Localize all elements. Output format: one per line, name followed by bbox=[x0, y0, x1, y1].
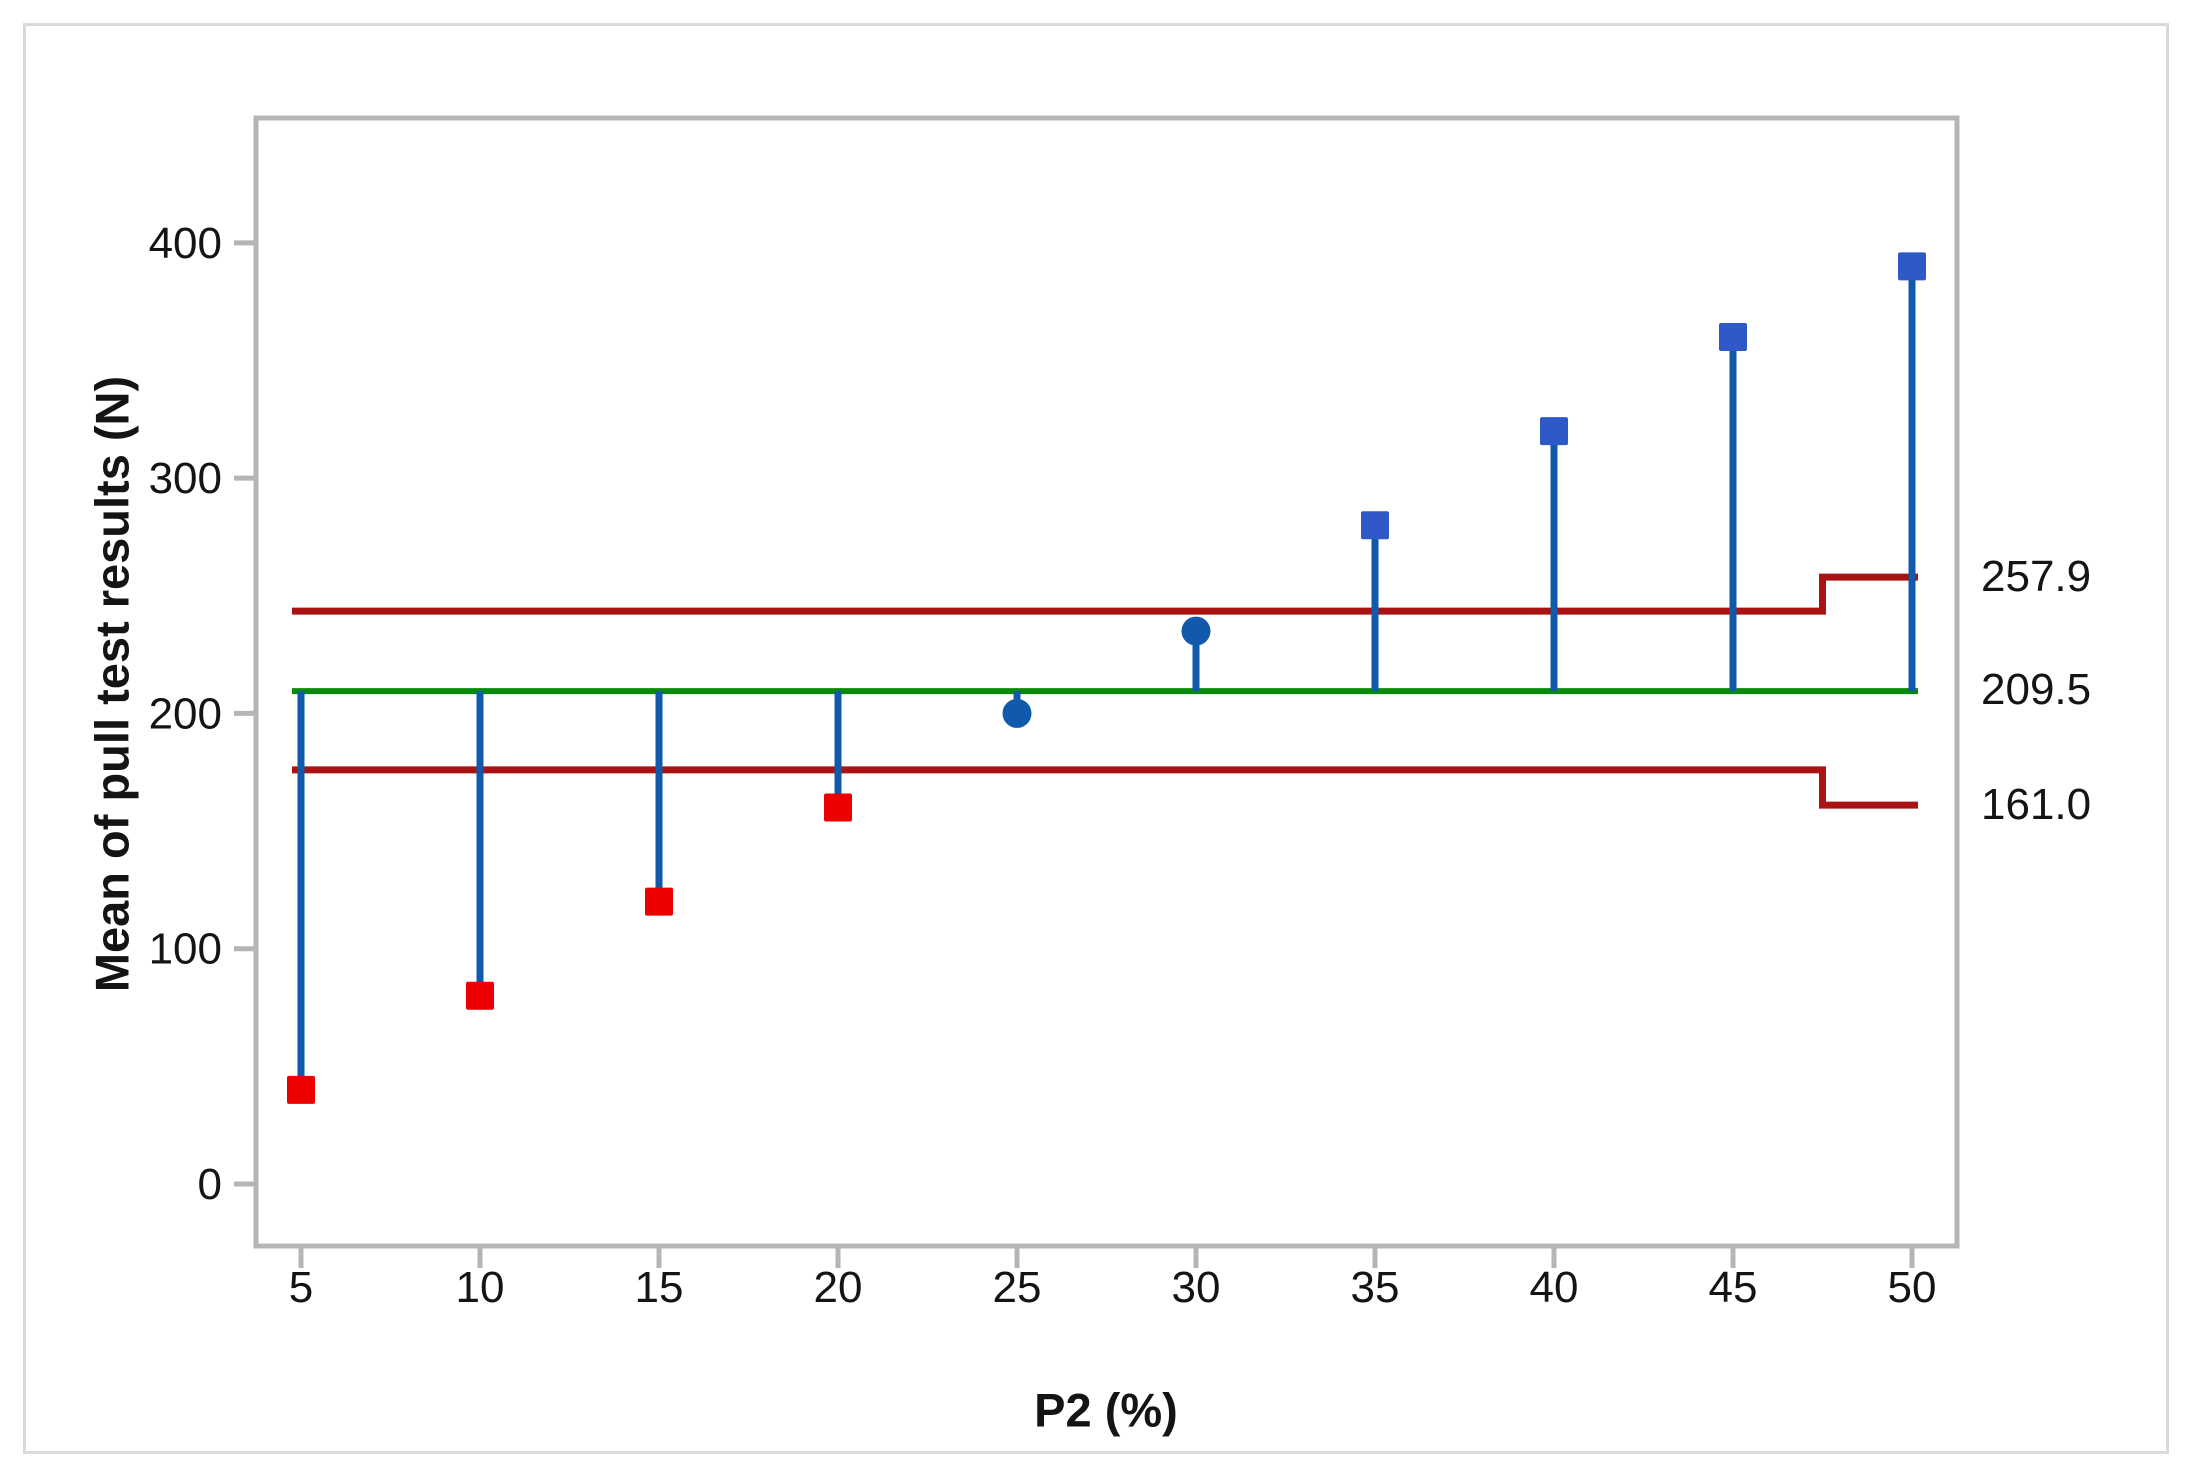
y-axis-tick-label: 0 bbox=[198, 1160, 222, 1209]
y-axis-tick-label: 100 bbox=[149, 925, 222, 974]
x-axis-tick-label: 35 bbox=[1351, 1263, 1400, 1312]
data-point-x10 bbox=[466, 981, 494, 1010]
data-point-x45 bbox=[1719, 322, 1747, 351]
data-point-x35 bbox=[1361, 511, 1389, 540]
y-axis-tick-label: 400 bbox=[149, 219, 222, 268]
data-point-x40 bbox=[1540, 417, 1568, 446]
plot-area-border bbox=[253, 115, 1960, 1249]
y-axis-title: Mean of pull test results (N) bbox=[85, 375, 139, 993]
x-axis-tick-label: 45 bbox=[1709, 1263, 1758, 1312]
upper-decision-limit-line bbox=[292, 573, 1918, 615]
data-point-x30 bbox=[1181, 616, 1211, 646]
lower-decision-limit-label: 161.0 bbox=[1981, 780, 2092, 829]
x-axis-tick-label: 40 bbox=[1530, 1263, 1579, 1312]
data-point-x5 bbox=[287, 1075, 315, 1104]
upper-decision-limit-label: 257.9 bbox=[1981, 552, 2092, 601]
x-axis-tick-label: 25 bbox=[993, 1263, 1042, 1312]
x-axis-tick-label: 30 bbox=[1172, 1263, 1221, 1312]
figure-border bbox=[23, 23, 2169, 1454]
y-axis-tick-label: 200 bbox=[149, 689, 222, 738]
x-axis-tick-label: 5 bbox=[289, 1263, 313, 1312]
x-axis-title: P2 (%) bbox=[1034, 1383, 1178, 1437]
center-line-label: 209.5 bbox=[1981, 665, 2092, 714]
data-point-x50 bbox=[1898, 252, 1926, 281]
x-axis-tick-label: 50 bbox=[1888, 1263, 1937, 1312]
data-point-x25 bbox=[1002, 698, 1032, 728]
x-axis-tick-label: 15 bbox=[635, 1263, 684, 1312]
lower-decision-limit-line bbox=[292, 766, 1918, 809]
data-point-x20 bbox=[824, 793, 852, 822]
x-axis-tick-label: 10 bbox=[456, 1263, 505, 1312]
y-axis-tick-label: 300 bbox=[149, 454, 222, 503]
x-axis-tick-label: 20 bbox=[814, 1263, 863, 1312]
data-point-x15 bbox=[645, 887, 673, 916]
